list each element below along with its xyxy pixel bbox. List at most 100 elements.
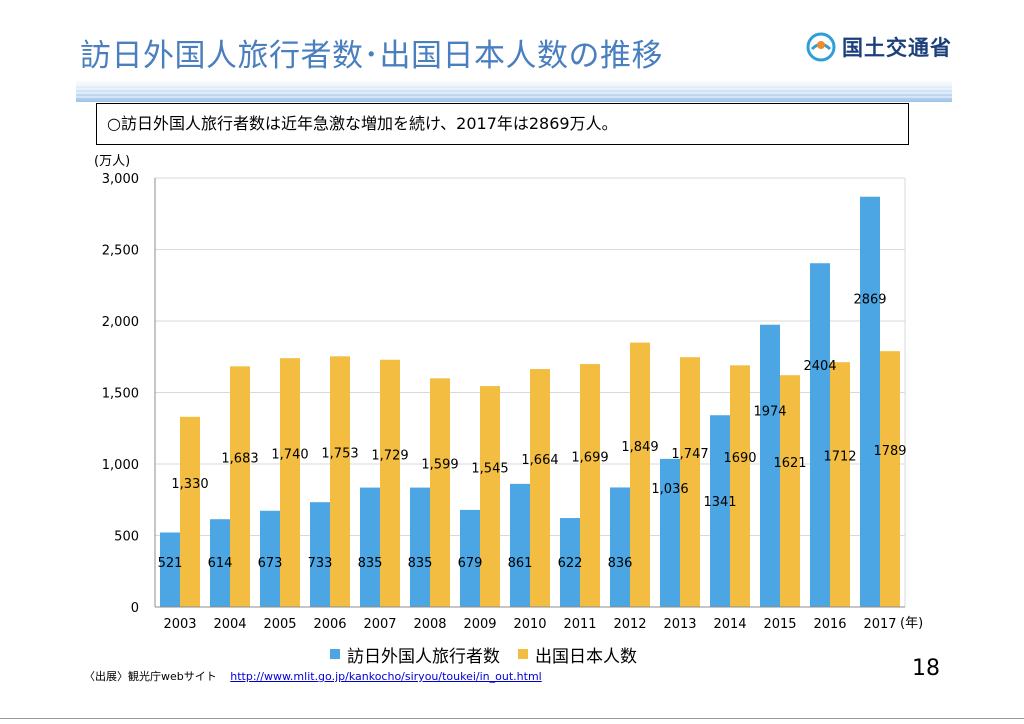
bar-inbound: [460, 509, 480, 607]
data-label-outbound: 1,729: [371, 448, 408, 463]
bar-inbound: [760, 324, 780, 607]
data-label-outbound: 1,699: [571, 451, 608, 466]
footer-divider: [0, 718, 1024, 719]
data-label-inbound: 861: [508, 556, 533, 571]
x-tick-label: 2009: [463, 617, 496, 632]
x-tick-label: 2011: [563, 617, 596, 632]
x-tick-label: 2017: [863, 617, 896, 632]
bar-outbound: [680, 357, 700, 607]
bar-inbound: [210, 519, 230, 607]
legend-swatch-inbound: [330, 649, 340, 659]
x-tick-label: 2003: [163, 617, 196, 632]
data-label-inbound: 673: [258, 556, 283, 571]
bar-outbound: [880, 351, 900, 607]
data-label-outbound: 1,664: [521, 453, 558, 468]
x-axis-unit-label: (年): [900, 616, 923, 631]
data-label-inbound: 1974: [753, 405, 786, 420]
y-tick-label: 2,000: [102, 315, 139, 330]
legend-item-outbound: 出国日本人数: [518, 642, 637, 667]
bar-outbound: [630, 342, 650, 607]
data-label-inbound: 2404: [803, 359, 836, 374]
y-tick-label: 1,500: [102, 387, 139, 402]
bar-inbound: [660, 458, 680, 607]
data-label-inbound: 1,036: [651, 482, 688, 497]
data-label-inbound: 835: [358, 556, 383, 571]
data-label-outbound: 1789: [873, 444, 906, 459]
bar-outbound: [280, 358, 300, 607]
data-label-outbound: 1,330: [171, 477, 208, 492]
y-tick-label: 1,000: [102, 458, 139, 473]
bar-outbound: [730, 365, 750, 607]
bar-outbound: [330, 356, 350, 607]
x-tick-label: 2012: [613, 617, 646, 632]
logo-text: 国土交通省: [842, 36, 952, 60]
bar-outbound: [530, 369, 550, 607]
bar-inbound: [160, 532, 180, 607]
x-tick-label: 2015: [763, 617, 796, 632]
bar-outbound: [480, 386, 500, 607]
x-tick-label: 2016: [813, 617, 846, 632]
bar-inbound: [310, 502, 330, 607]
data-label-outbound: 1,599: [421, 458, 458, 473]
legend-label-outbound: 出国日本人数: [535, 646, 637, 667]
data-label-inbound: 835: [408, 556, 433, 571]
data-label-outbound: 1712: [823, 450, 856, 465]
bar-inbound: [610, 487, 630, 607]
y-axis-unit-label: (万人): [94, 154, 130, 169]
bar-inbound: [810, 263, 830, 607]
y-tick-label: 3,000: [102, 172, 139, 187]
data-label-outbound: 1,545: [471, 462, 508, 477]
data-label-outbound: 1,740: [271, 448, 308, 463]
bar-outbound: [580, 364, 600, 607]
x-tick-label: 2007: [363, 617, 396, 632]
data-label-inbound: 733: [308, 556, 333, 571]
bar-inbound: [860, 196, 880, 607]
x-tick-label: 2014: [713, 617, 746, 632]
page-number: 18: [912, 656, 940, 681]
data-label-outbound: 1,849: [621, 440, 658, 455]
data-label-inbound: 679: [458, 556, 483, 571]
bar-inbound: [260, 510, 280, 607]
x-tick-label: 2010: [513, 617, 546, 632]
chart-legend: 訪日外国人旅行者数 出国日本人数: [330, 641, 655, 667]
data-label-inbound: 836: [608, 556, 633, 571]
x-tick-label: 2008: [413, 617, 446, 632]
bar-outbound: [380, 359, 400, 607]
legend-swatch-outbound: [518, 649, 528, 659]
bar-outbound: [830, 362, 850, 607]
ministry-logo: 国土交通省: [806, 30, 952, 64]
data-label-inbound: 622: [558, 556, 583, 571]
data-label-outbound: 1,683: [221, 452, 258, 467]
title-underline: [76, 80, 952, 102]
data-label-inbound: 2869: [853, 293, 886, 308]
data-label-inbound: 521: [158, 556, 183, 571]
source-note: 〈出展〉観光庁webサイト http://www.mlit.go.jp/kank…: [84, 668, 542, 684]
data-label-outbound: 1,753: [321, 447, 358, 462]
x-tick-label: 2006: [313, 617, 346, 632]
data-label-outbound: 1,747: [671, 447, 708, 462]
summary-box: ○訪日外国人旅行者数は近年急激な増加を続け、2017年は2869万人。: [96, 103, 909, 145]
bar-inbound: [510, 483, 530, 607]
bar-outbound: [180, 416, 200, 607]
legend-item-inbound: 訪日外国人旅行者数: [330, 642, 500, 667]
bar-inbound: [710, 415, 730, 607]
data-label-inbound: 614: [208, 556, 233, 571]
x-tick-label: 2004: [213, 617, 246, 632]
data-label-inbound: 1341: [703, 495, 736, 510]
x-tick-label: 2013: [663, 617, 696, 632]
data-label-outbound: 1621: [773, 456, 806, 471]
bar-inbound: [360, 487, 380, 607]
x-tick-label: 2005: [263, 617, 296, 632]
mlit-logo-icon: [806, 32, 836, 62]
bar-outbound: [780, 375, 800, 607]
legend-label-inbound: 訪日外国人旅行者数: [347, 646, 500, 667]
data-label-outbound: 1690: [723, 451, 756, 466]
y-tick-label: 2,500: [102, 244, 139, 259]
source-link[interactable]: http://www.mlit.go.jp/kankocho/siryou/to…: [230, 670, 542, 683]
y-tick-label: 0: [131, 601, 139, 616]
y-tick-label: 500: [114, 530, 139, 545]
source-label: 〈出展〉観光庁webサイト: [84, 670, 217, 683]
bar-outbound: [230, 366, 250, 607]
bar-inbound: [410, 487, 430, 607]
